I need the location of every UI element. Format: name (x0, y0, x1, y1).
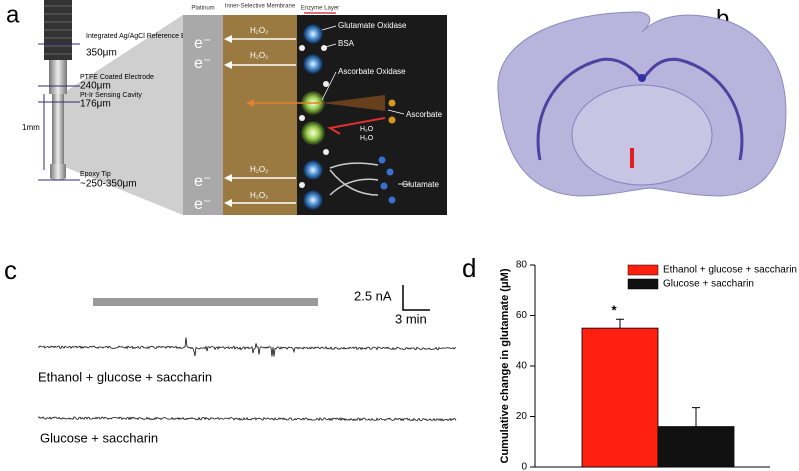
label: Epoxy Tip (80, 171, 111, 178)
trace-label: Ethanol + glucose + saccharin (38, 369, 212, 384)
legend-label: Ethanol + glucose + saccharin (663, 265, 797, 276)
annotation: * (611, 303, 617, 318)
molecule: H₂O₂ (250, 165, 268, 174)
label: Integrated Ag/AgCl Reference Electrode (86, 33, 211, 40)
y-tick-label: 80 (516, 260, 528, 271)
label: 350μm (86, 48, 117, 59)
bar (581, 327, 659, 468)
legend-label: Glucose + saccharin (663, 279, 754, 290)
scale-bar (402, 285, 430, 311)
column-header: Platinum (191, 6, 214, 12)
label: Glutamate (402, 180, 439, 189)
label: Ascorbate (406, 110, 443, 119)
label: 176μm (80, 99, 111, 110)
column-header: Inner-Selective Membrane (225, 4, 296, 10)
panel-label: c (4, 255, 17, 285)
y-tick-label: 0 (521, 462, 527, 471)
legend-swatch (627, 278, 659, 290)
membrane-layer (223, 15, 297, 215)
y-tick-label: 20 (516, 411, 528, 422)
enzymes (224, 24, 410, 210)
bar (657, 426, 735, 468)
label: 240μm (80, 81, 111, 92)
panel-label: a (6, 1, 20, 28)
trace (37, 416, 457, 422)
label: PTFE Coated Electrode (80, 74, 154, 81)
electron: e⁻ (194, 196, 211, 213)
legend-swatch (627, 264, 659, 276)
label: Ascorbate Oxidase (338, 67, 406, 76)
molecule: H₂O₂ (250, 191, 268, 200)
scale-label: 3 min (395, 311, 427, 326)
label: ~250-350μm (80, 179, 137, 190)
label: H₂O (360, 126, 374, 133)
label: Pt-Ir Sensing Cavity (80, 92, 142, 99)
trace (37, 337, 457, 357)
trace-label: Glucose + saccharin (40, 430, 158, 445)
column-header: Enzyme Layer (301, 6, 339, 12)
platinum-layer (183, 15, 223, 215)
error-bar (616, 318, 624, 329)
electron: e⁻ (194, 173, 211, 190)
y-tick-label: 60 (516, 310, 528, 321)
panel-label: d (462, 253, 476, 283)
molecule: H₂O₂ (250, 51, 268, 60)
brain-section (497, 11, 787, 197)
stimulus-bar (93, 298, 318, 306)
error-bar (692, 407, 700, 427)
label: BSA (338, 39, 355, 48)
electron: e⁻ (194, 35, 211, 52)
electrode (38, 0, 183, 215)
scale-label: 2.5 nA (354, 288, 392, 303)
y-tick-label: 40 (516, 361, 528, 372)
electron: e⁻ (194, 55, 211, 72)
molecule: H₂O₂ (250, 26, 268, 35)
label: H₂O (360, 135, 374, 142)
label: 1mm (22, 123, 40, 132)
y-axis-label: Cumulative change in glutamate (μM) (499, 268, 511, 463)
label: Glutamate Oxidase (338, 21, 407, 30)
